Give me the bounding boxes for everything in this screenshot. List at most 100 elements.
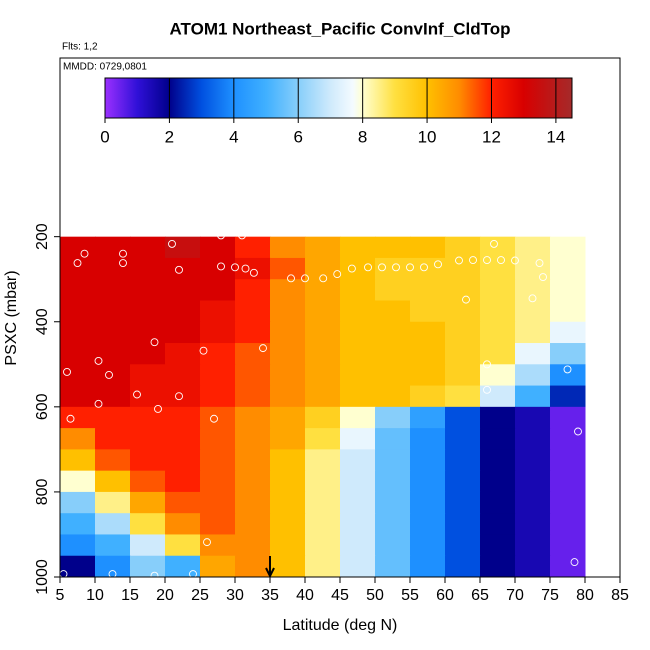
heat-cell (375, 555, 411, 578)
heat-cell (165, 279, 201, 301)
heat-cell (410, 321, 446, 344)
heat-cell (515, 300, 551, 323)
obs-point (94, 399, 103, 408)
heat-cell (130, 470, 166, 493)
heat-cell (235, 321, 271, 344)
heat-cell (95, 470, 131, 493)
heat-cell (410, 300, 446, 323)
heat-cell (95, 513, 131, 535)
heat-cell (445, 300, 481, 323)
heat-cell (305, 491, 341, 514)
x-tick-label: 60 (436, 587, 454, 604)
obs-point (203, 538, 211, 547)
heat-cell (550, 385, 586, 408)
heat-cell (165, 364, 201, 387)
heat-cell (270, 470, 306, 493)
heat-cell (60, 449, 96, 472)
heat-cell (95, 449, 131, 472)
heat-cell (445, 385, 481, 408)
heat-cell (410, 257, 446, 280)
heat-cell (375, 406, 411, 429)
heat-cell (130, 491, 166, 514)
heat-cell (235, 364, 271, 387)
heat-cell (235, 513, 271, 535)
heat-cell (445, 364, 481, 387)
y-axis-label: PSXC (mbar) (3, 270, 20, 365)
heat-cell (130, 343, 166, 365)
heat-cell (60, 406, 96, 429)
obs-point (108, 570, 117, 578)
y-tick-label: 800 (34, 478, 51, 505)
heat-cell (410, 470, 446, 493)
obs-point (574, 427, 582, 436)
y-tick-label: 200 (34, 223, 51, 250)
heat-cell (270, 343, 306, 365)
heat-cell (515, 513, 551, 535)
heat-cell (200, 513, 236, 535)
heat-cell (550, 491, 586, 514)
heat-cell (165, 491, 201, 514)
heat-cell (305, 343, 341, 365)
obs-point (210, 414, 218, 423)
heat-cell (375, 428, 411, 450)
heat-cell (130, 406, 166, 429)
heat-cell (200, 449, 236, 472)
heat-cell (130, 364, 166, 387)
heat-cell (200, 555, 236, 578)
heat-cell (515, 385, 551, 408)
heat-cell (270, 534, 306, 557)
colorbar-tick-label: 8 (358, 127, 367, 146)
heat-cell (515, 491, 551, 514)
heat-cell (340, 300, 376, 323)
heat-cell (200, 279, 236, 301)
obs-point (455, 256, 463, 265)
heat-cell (235, 343, 271, 365)
heat-cell (165, 300, 201, 323)
heat-cell (165, 343, 201, 365)
heat-cell (305, 555, 341, 578)
heat-cell (445, 449, 481, 472)
obs-point (150, 571, 159, 580)
heat-cell (410, 555, 446, 578)
obs-point (119, 259, 127, 267)
obs-point (483, 385, 491, 394)
heat-cell (305, 470, 341, 493)
obs-point (150, 338, 159, 347)
obs-point (259, 344, 267, 353)
obs-point (497, 256, 505, 265)
heat-cell (375, 385, 411, 408)
obs-point (462, 295, 470, 304)
heat-cell (550, 470, 586, 493)
heat-cell (60, 257, 96, 280)
y-tick-label: 600 (34, 393, 51, 420)
x-tick-label: 40 (296, 587, 314, 604)
obs-point (175, 265, 183, 274)
heat-cell (340, 491, 376, 514)
heat-cell (550, 236, 586, 259)
heatmap (60, 236, 586, 578)
colorbar-tick-label: 12 (482, 127, 501, 146)
heat-cell (95, 534, 131, 557)
heat-cell (305, 364, 341, 387)
obs-point (301, 274, 309, 283)
heat-cell (340, 279, 376, 301)
obs-point (483, 360, 491, 369)
heat-cell (305, 406, 341, 429)
colorbar: 0 2 4 6 8 10 12 14 (100, 77, 573, 146)
obs-point (319, 274, 328, 283)
obs-point (66, 414, 75, 423)
obs-point (175, 392, 183, 401)
x-tick-label: 20 (156, 587, 174, 604)
obs-point (217, 231, 225, 240)
heat-cell (200, 534, 236, 557)
heat-cell (480, 491, 516, 514)
heat-cell (480, 513, 516, 535)
heat-cell (515, 534, 551, 557)
heat-cell (340, 257, 376, 280)
heat-cell (235, 470, 271, 493)
heat-cell (130, 513, 166, 535)
obs-point (563, 365, 572, 374)
obs-point (119, 249, 127, 258)
x-tick-label: 10 (86, 587, 104, 604)
heat-cell (305, 257, 341, 280)
